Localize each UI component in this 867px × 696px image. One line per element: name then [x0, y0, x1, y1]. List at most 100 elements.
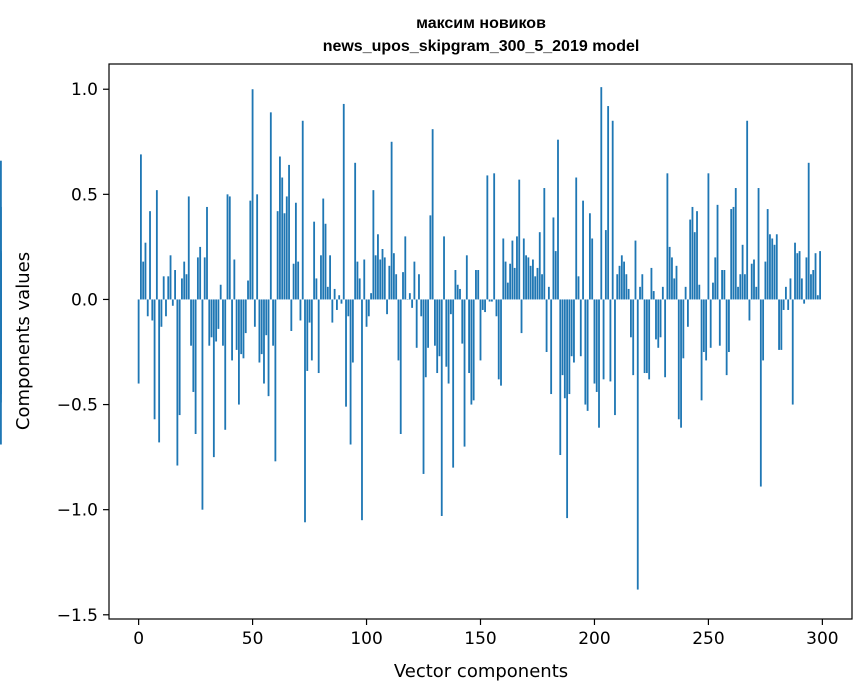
bar — [582, 200, 584, 300]
bar — [598, 299, 600, 428]
bar — [0, 253, 2, 300]
bar — [233, 259, 236, 300]
bar — [158, 299, 161, 443]
bar — [285, 196, 288, 300]
bar — [534, 276, 537, 300]
bar — [584, 299, 587, 405]
bar — [345, 299, 347, 407]
x-tick-label: 50 — [242, 629, 264, 649]
bar — [529, 265, 532, 300]
bar — [484, 299, 486, 313]
bar — [737, 286, 739, 300]
bar — [297, 261, 300, 300]
bar — [294, 202, 297, 300]
bar — [272, 299, 275, 346]
bar — [217, 299, 220, 329]
bar — [383, 257, 386, 300]
bar — [249, 200, 252, 300]
bar — [689, 219, 692, 300]
bar — [630, 299, 632, 338]
bar — [666, 173, 669, 300]
bar — [803, 299, 806, 304]
bar — [488, 299, 491, 302]
bar — [292, 263, 295, 300]
bar — [443, 236, 445, 300]
bar — [705, 299, 708, 361]
bar — [566, 299, 569, 519]
bar — [766, 209, 769, 300]
bar — [413, 261, 416, 300]
bar — [743, 274, 746, 300]
bar — [550, 299, 553, 395]
bar — [231, 299, 233, 361]
bar — [153, 299, 156, 420]
bar — [340, 299, 343, 304]
bar — [693, 232, 696, 300]
bar — [155, 190, 158, 300]
bar — [449, 299, 452, 315]
bar — [573, 299, 575, 363]
x-tick-label: 300 — [806, 629, 838, 649]
bar — [778, 299, 780, 350]
bar — [418, 274, 420, 300]
bar — [140, 154, 142, 300]
bar — [686, 299, 689, 327]
bar — [545, 299, 548, 353]
bar — [525, 255, 527, 300]
bar — [404, 236, 407, 300]
bar — [659, 299, 662, 338]
bar — [215, 299, 218, 342]
bar — [721, 270, 723, 300]
bar — [812, 270, 815, 300]
bar — [680, 299, 682, 428]
y-tick-label: 0.0 — [71, 290, 98, 310]
bar — [308, 299, 311, 323]
bar — [424, 299, 427, 378]
bar — [753, 259, 755, 300]
bar — [486, 175, 489, 300]
bar — [782, 299, 785, 310]
bar — [600, 87, 603, 300]
bar — [194, 299, 197, 434]
bar — [315, 278, 318, 300]
bar — [274, 299, 277, 462]
bar — [730, 209, 733, 300]
bar — [762, 299, 765, 361]
x-axis: 0 50 100 150 200 250 300 — [133, 619, 839, 649]
bar — [363, 259, 366, 300]
bar — [399, 299, 402, 434]
bar — [563, 299, 566, 399]
bar — [481, 299, 484, 310]
bar — [604, 230, 607, 300]
bar — [452, 299, 455, 468]
bar — [210, 299, 213, 338]
bar — [673, 278, 676, 300]
bar — [784, 286, 787, 300]
bar — [725, 299, 728, 376]
bar — [739, 274, 742, 300]
bar-series — [0, 87, 821, 590]
bar — [463, 299, 466, 447]
bar — [746, 120, 749, 300]
bar — [0, 299, 2, 384]
bar — [256, 194, 259, 300]
bar — [477, 270, 480, 300]
bar — [805, 257, 808, 300]
bar — [151, 299, 154, 321]
bar — [265, 299, 268, 336]
bar — [415, 299, 418, 348]
bar — [290, 299, 293, 331]
bar — [333, 288, 336, 300]
bar — [639, 286, 641, 300]
bar — [165, 299, 167, 317]
bar — [240, 299, 243, 355]
bar — [322, 198, 325, 300]
bar — [370, 293, 373, 300]
bar — [696, 211, 698, 300]
bar — [650, 267, 653, 300]
bar — [162, 276, 165, 300]
x-axis-label: Vector components — [394, 661, 568, 682]
bar — [787, 299, 790, 310]
bar — [244, 299, 247, 334]
bar — [276, 211, 279, 300]
